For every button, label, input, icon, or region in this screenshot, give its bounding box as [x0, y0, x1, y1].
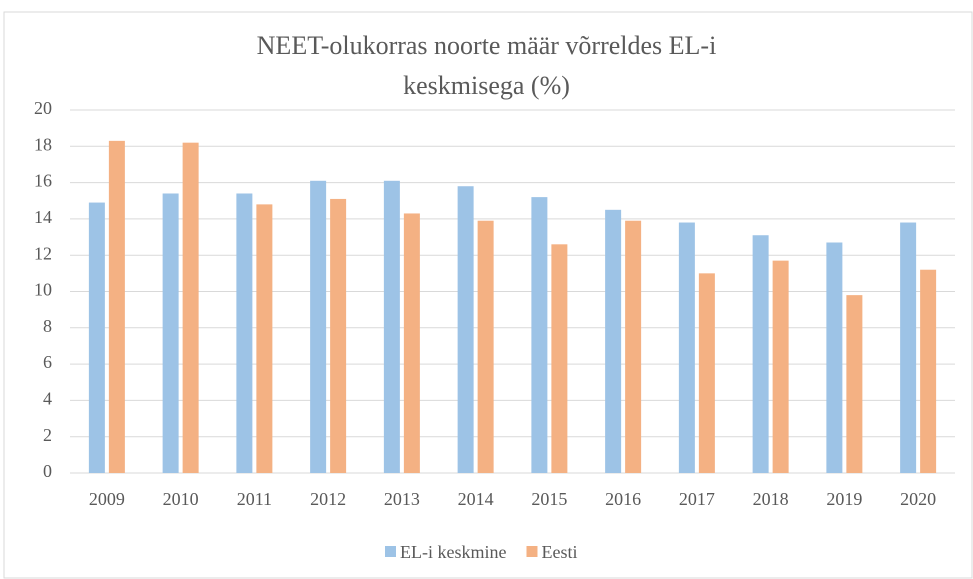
legend-label: Eesti: [541, 542, 577, 562]
bar: [826, 242, 843, 473]
x-tick-label: 2020: [900, 489, 936, 509]
bar: [752, 235, 769, 473]
y-tick-label: 18: [34, 134, 52, 154]
bar: [605, 209, 622, 473]
bar: [236, 193, 253, 474]
y-tick-label: 16: [34, 171, 52, 191]
y-tick-label: 12: [34, 243, 52, 263]
x-tick-label: 2016: [605, 489, 641, 509]
x-tick-label: 2010: [163, 489, 199, 509]
y-tick-label: 14: [34, 207, 52, 227]
bar: [162, 193, 179, 474]
bar: [772, 260, 789, 473]
bar: [920, 269, 937, 473]
bar: [698, 273, 715, 473]
x-tick-label: 2012: [310, 489, 346, 509]
bar: [846, 295, 863, 473]
x-tick-label: 2014: [458, 489, 494, 509]
chart-title: NEET-olukorras noorte määr võrreldes EL-…: [256, 31, 717, 100]
bar: [403, 213, 420, 473]
bar: [330, 198, 347, 473]
x-tick-label: 2017: [679, 489, 715, 509]
x-tick-label: 2011: [237, 489, 272, 509]
x-tick-label: 2013: [384, 489, 420, 509]
y-tick-label: 0: [43, 461, 52, 481]
bar: [256, 204, 273, 473]
x-tick-label: 2015: [531, 489, 567, 509]
bar: [88, 202, 105, 473]
bar: [477, 220, 494, 473]
bar: [383, 180, 400, 473]
bar: [108, 140, 125, 474]
y-tick-label: 8: [43, 316, 52, 336]
x-tick-label: 2018: [753, 489, 789, 509]
bar: [678, 222, 695, 473]
legend-swatch: [385, 546, 396, 557]
bar: [457, 186, 474, 474]
bar: [310, 180, 327, 473]
y-tick-label: 20: [34, 98, 52, 118]
bar: [900, 222, 917, 473]
x-tick-label: 2019: [826, 489, 862, 509]
bar: [551, 244, 568, 473]
y-tick-label: 2: [43, 425, 52, 445]
y-tick-label: 6: [43, 352, 52, 372]
bar: [182, 142, 199, 474]
y-tick-label: 4: [43, 389, 52, 409]
legend-swatch: [526, 546, 538, 557]
legend-label: EL-i keskmine: [400, 542, 506, 562]
y-tick-label: 10: [34, 280, 52, 300]
bar: [531, 197, 548, 473]
x-tick-label: 2009: [89, 489, 125, 509]
bar: [625, 220, 642, 473]
